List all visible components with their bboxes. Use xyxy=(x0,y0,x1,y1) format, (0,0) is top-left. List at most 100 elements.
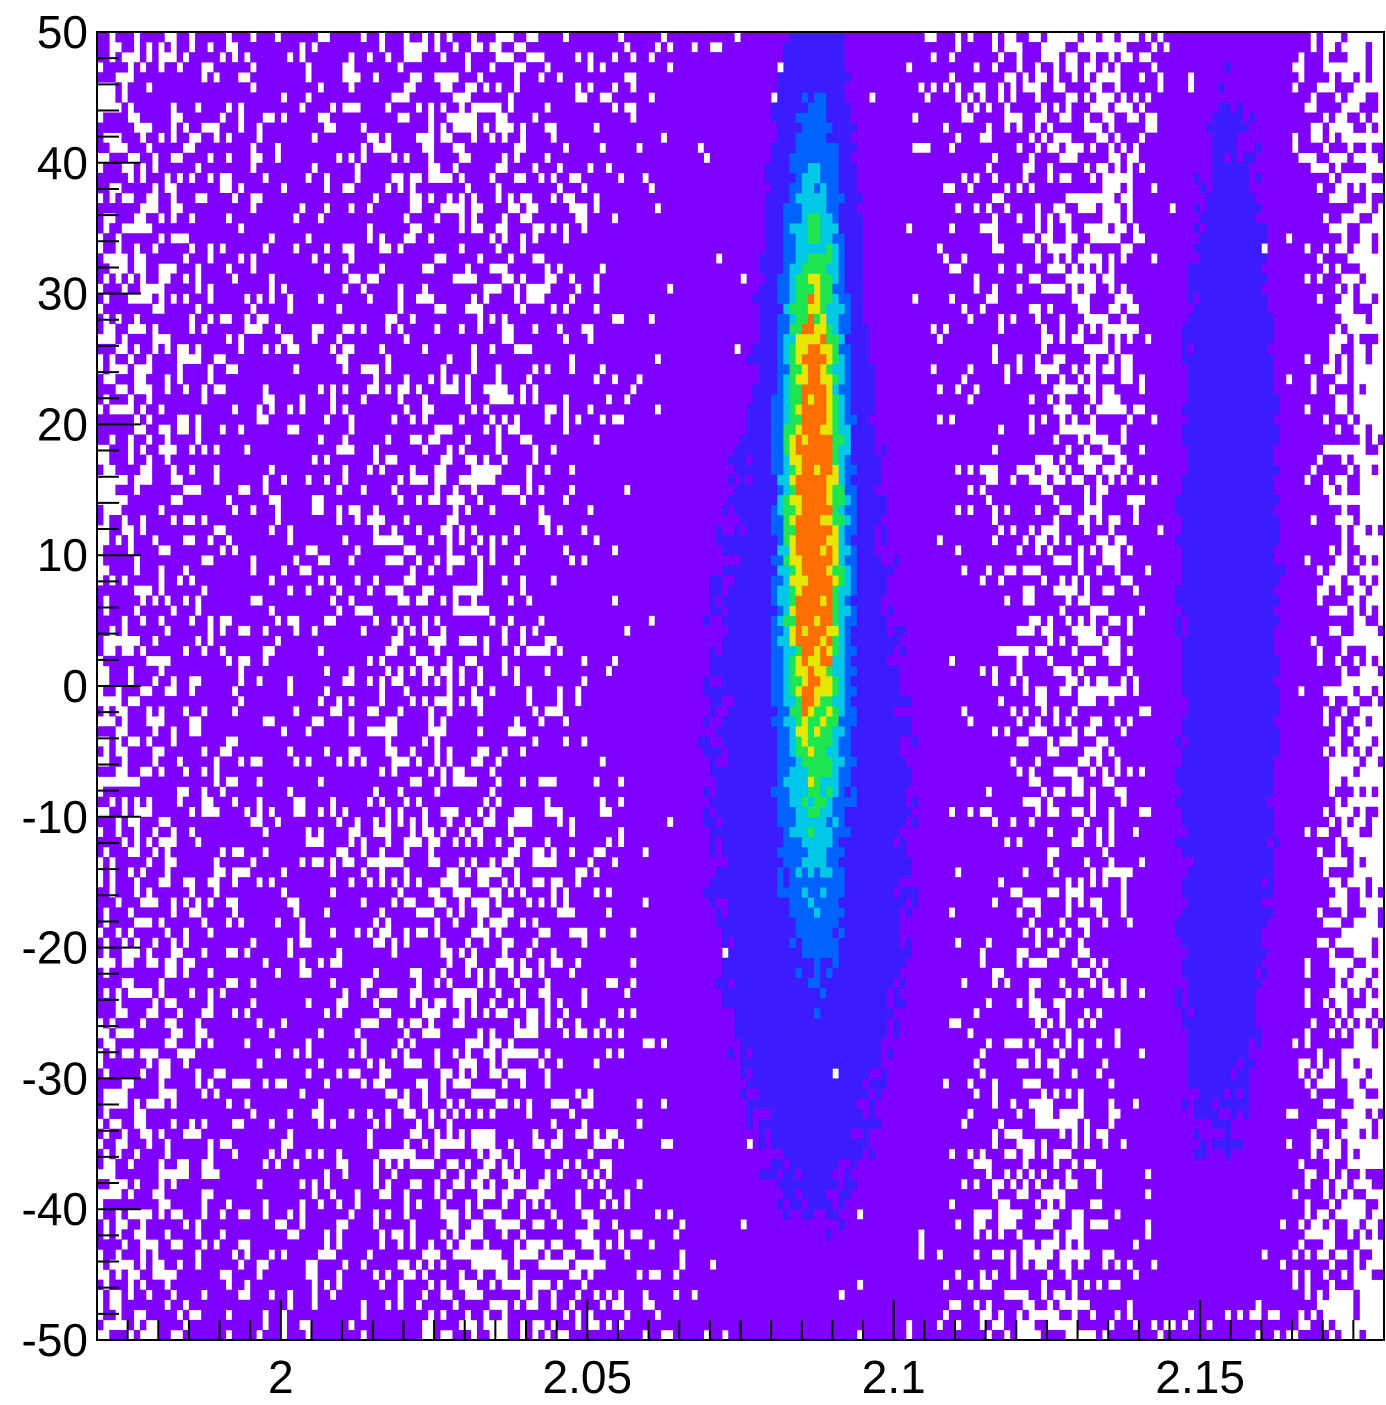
heatmap-cell xyxy=(121,444,128,455)
heatmap-cell xyxy=(385,786,392,797)
heatmap-cell xyxy=(348,655,355,667)
heatmap-cell xyxy=(299,112,306,123)
heatmap-cell xyxy=(385,977,392,989)
heatmap-cell xyxy=(305,1028,312,1039)
heatmap-cell xyxy=(268,62,276,73)
heatmap-cell xyxy=(317,535,325,546)
heatmap-cell xyxy=(244,182,251,194)
heatmap-cell xyxy=(385,343,392,355)
heatmap-cell xyxy=(311,1209,318,1220)
heatmap-cell xyxy=(403,293,410,304)
heatmap-cell xyxy=(139,1319,147,1331)
heatmap-cell xyxy=(225,454,233,465)
heatmap-cell xyxy=(280,343,288,355)
heatmap-cell xyxy=(201,253,208,264)
heatmap-cell xyxy=(152,172,159,184)
heatmap-cell xyxy=(360,826,367,838)
heatmap-cell xyxy=(372,675,380,687)
heatmap-cell xyxy=(274,867,282,878)
heatmap-cell xyxy=(336,987,343,999)
heatmap-cell xyxy=(164,555,171,566)
heatmap-cell xyxy=(164,796,171,808)
heatmap-cell xyxy=(231,132,239,143)
heatmap-cell xyxy=(299,716,306,727)
heatmap-cell xyxy=(286,655,294,667)
heatmap-cell xyxy=(329,675,337,687)
heatmap-cell xyxy=(103,353,110,365)
heatmap-cell xyxy=(133,907,141,918)
heatmap-cell xyxy=(121,293,128,304)
heatmap-cell xyxy=(305,796,312,808)
heatmap-cell xyxy=(305,1299,312,1311)
heatmap-cell xyxy=(268,1138,276,1150)
heatmap-cell xyxy=(133,1048,141,1059)
heatmap-cell xyxy=(164,937,171,948)
heatmap-cell xyxy=(391,997,398,1009)
heatmap-cell xyxy=(391,1108,398,1119)
heatmap-cell xyxy=(293,887,300,898)
heatmap-cell xyxy=(280,545,288,556)
heatmap-cell xyxy=(219,726,226,737)
heatmap-cell xyxy=(237,1158,245,1170)
heatmap-cell xyxy=(360,263,367,274)
heatmap-cell xyxy=(127,374,135,385)
heatmap-cell xyxy=(348,364,355,375)
heatmap-cell xyxy=(403,555,410,566)
heatmap-cell xyxy=(293,1269,300,1280)
heatmap-cell xyxy=(188,424,196,435)
heatmap-cell xyxy=(225,243,233,254)
heatmap-cell xyxy=(195,1168,202,1180)
heatmap-cell xyxy=(170,555,177,566)
heatmap-cell xyxy=(397,1219,404,1230)
heatmap-cell xyxy=(207,1249,214,1260)
heatmap-cell xyxy=(146,595,153,606)
heatmap-cell xyxy=(299,293,306,304)
heatmap-cell xyxy=(170,1319,177,1331)
heatmap-cell xyxy=(280,464,288,476)
heatmap-cell xyxy=(121,786,128,797)
heatmap-cell xyxy=(256,1118,263,1130)
heatmap-cell xyxy=(305,736,312,747)
heatmap-cell xyxy=(397,42,404,53)
heatmap-cell xyxy=(397,796,404,808)
heatmap-cell xyxy=(170,374,177,385)
heatmap-cell xyxy=(127,655,135,667)
heatmap-cell xyxy=(378,776,386,787)
heatmap-cell xyxy=(403,132,410,143)
heatmap-cell xyxy=(391,776,398,787)
heatmap-cell xyxy=(360,696,367,707)
heatmap-cell xyxy=(262,887,269,898)
heatmap-cell xyxy=(164,615,171,626)
heatmap-cell xyxy=(182,525,190,536)
heatmap-cell xyxy=(323,786,331,797)
heatmap-cell xyxy=(213,1028,220,1039)
heatmap-cell xyxy=(342,1038,349,1049)
heatmap-cell xyxy=(293,1209,300,1220)
heatmap-cell xyxy=(317,887,325,898)
heatmap-cell xyxy=(293,32,300,43)
heatmap-cell xyxy=(244,716,251,727)
heatmap-cell xyxy=(213,293,220,304)
heatmap-cell xyxy=(323,1018,331,1029)
heatmap-cell xyxy=(164,1249,171,1260)
heatmap-cell xyxy=(372,172,380,184)
heatmap-cell xyxy=(299,72,306,83)
heatmap-cell xyxy=(342,877,349,888)
heatmap-cell xyxy=(170,816,177,828)
heatmap-cell xyxy=(188,555,196,566)
heatmap-cell xyxy=(385,303,392,315)
heatmap-cell xyxy=(329,1068,337,1079)
heatmap-cell xyxy=(299,494,306,506)
heatmap-cell xyxy=(115,806,122,818)
heatmap-cell xyxy=(317,1088,325,1099)
heatmap-cell xyxy=(244,937,251,948)
heatmap-cell xyxy=(158,857,165,868)
heatmap-cell xyxy=(237,414,245,425)
heatmap-cell xyxy=(311,223,318,234)
heatmap-cell xyxy=(329,162,337,174)
heatmap-cell xyxy=(188,273,196,284)
heatmap-cell xyxy=(323,152,331,164)
heatmap-cell xyxy=(286,152,294,164)
heatmap-cell xyxy=(164,987,171,999)
heatmap-cell xyxy=(409,1138,416,1150)
